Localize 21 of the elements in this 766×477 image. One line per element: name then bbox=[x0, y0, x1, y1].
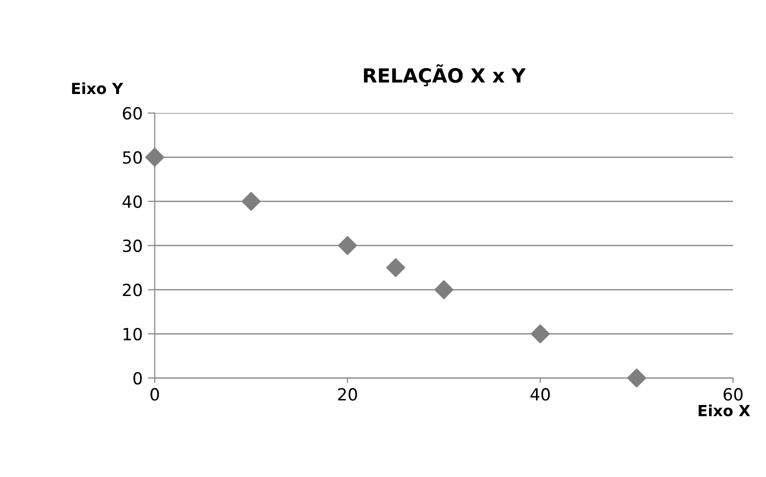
x-axis-title: Eixo X bbox=[698, 404, 750, 416]
point bbox=[242, 192, 261, 211]
chart-title: RELAÇÃO X x Y bbox=[364, 64, 526, 86]
point bbox=[386, 258, 406, 278]
point bbox=[338, 236, 357, 256]
point bbox=[145, 148, 164, 167]
y-tick-label: 0 bbox=[133, 372, 142, 385]
y-axis-title: Eixo Y bbox=[72, 82, 124, 94]
x-tick-label: 40 bbox=[530, 388, 550, 401]
point bbox=[530, 324, 550, 344]
x-tick-label: 60 bbox=[724, 388, 743, 401]
y-tick-label: 20 bbox=[122, 284, 142, 296]
y-tick-label: 40 bbox=[122, 195, 142, 208]
y-tick-label: 30 bbox=[122, 240, 142, 252]
x-tick-label: 0 bbox=[150, 388, 159, 401]
point bbox=[627, 368, 646, 388]
y-tick-label: 50 bbox=[123, 151, 142, 164]
y-tick-label: 10 bbox=[124, 328, 142, 340]
x-tick-label: 20 bbox=[338, 388, 358, 401]
y-tick-label: 60 bbox=[122, 107, 142, 120]
point bbox=[434, 280, 454, 300]
